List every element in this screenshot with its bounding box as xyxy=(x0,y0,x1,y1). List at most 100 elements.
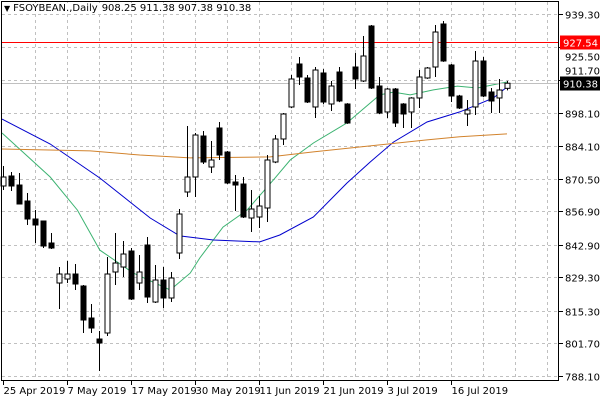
candle xyxy=(80,284,87,334)
candle-body-bear xyxy=(80,285,87,321)
y-tick-label: 842.90 xyxy=(565,242,600,253)
candle-body-bull xyxy=(384,88,391,113)
candle-body-bull xyxy=(168,277,175,299)
x-tick-label: 7 May 2019 xyxy=(68,386,127,397)
candle xyxy=(256,196,263,229)
candle-body-bear xyxy=(16,184,23,205)
symbol-timeframe: FSOYBEAN.,Daily xyxy=(13,3,98,14)
candle xyxy=(24,193,31,225)
y-tick-label: 939.30 xyxy=(565,11,600,22)
y-tick-label: 870.50 xyxy=(565,176,600,187)
candle xyxy=(328,80,335,111)
candle-body-bull xyxy=(424,67,431,79)
candle xyxy=(248,189,255,233)
candle xyxy=(152,265,159,304)
y-tick-label: 911.70 xyxy=(565,67,600,78)
candle xyxy=(32,210,39,244)
candle-body-bull xyxy=(496,89,503,99)
bid-line-label: 910.38 xyxy=(563,80,598,91)
candle-body-bull xyxy=(272,138,279,163)
candle-body-bull xyxy=(112,262,119,273)
x-tick-label: 21 Jun 2019 xyxy=(324,386,384,397)
candle xyxy=(504,80,511,91)
candle xyxy=(8,171,15,192)
ohlc-values: 908.25 911.38 907.38 910.38 xyxy=(101,3,252,14)
candle xyxy=(232,175,239,211)
candle xyxy=(392,87,399,128)
ma-slow-line xyxy=(1,133,508,159)
candle xyxy=(416,69,423,108)
candle xyxy=(88,304,95,334)
candle-body-bull xyxy=(64,273,71,280)
candle-body-bull xyxy=(184,176,191,193)
candle xyxy=(176,209,183,259)
candle-body-bear xyxy=(392,88,399,124)
candle-body-bull xyxy=(432,31,439,68)
candle xyxy=(128,248,135,301)
candle-body-bear xyxy=(296,63,303,78)
candle xyxy=(432,24,439,77)
x-tick-label: 16 Jul 2019 xyxy=(452,386,509,397)
candle xyxy=(440,20,447,62)
chart-title: ▼ FSOYBEAN.,Daily 908.25 911.38 907.38 910… xyxy=(4,3,252,14)
candle xyxy=(184,125,191,198)
candle xyxy=(424,67,431,79)
candle-body-bull xyxy=(360,55,367,82)
y-tick-label: 884.10 xyxy=(565,143,600,154)
candle xyxy=(344,103,351,124)
candle xyxy=(408,97,415,128)
candle xyxy=(448,64,455,103)
candle-body-bull xyxy=(312,69,319,108)
candle xyxy=(496,79,503,113)
candle-body-bear xyxy=(48,242,55,249)
candle xyxy=(384,87,391,119)
y-tick-label: 856.90 xyxy=(565,208,600,219)
candle xyxy=(56,267,63,310)
candle xyxy=(296,56,303,85)
candle-body-bear xyxy=(200,135,207,163)
candle-body-bull xyxy=(264,159,271,209)
candle-body-bull xyxy=(104,273,111,334)
candle xyxy=(304,75,311,103)
candle-body-bull xyxy=(56,273,63,284)
candle xyxy=(464,99,471,126)
candle-body-bull xyxy=(136,271,143,284)
candle xyxy=(360,36,367,82)
candle-body-bear xyxy=(336,71,343,102)
candle-body-bear xyxy=(304,77,311,103)
candle xyxy=(272,135,279,164)
candle xyxy=(288,75,295,109)
candle-body-bull xyxy=(464,109,471,115)
candle-body-bull xyxy=(152,279,159,303)
price-axis[interactable]: 939.30 925.50 911.70 898.10 884.10 870.50 856.… xyxy=(559,11,600,384)
candle-body-bear xyxy=(376,85,383,114)
candle-body-bull xyxy=(416,76,423,99)
candle xyxy=(96,331,103,372)
triangle-down-icon[interactable]: ▼ xyxy=(4,4,11,13)
candle xyxy=(280,112,287,146)
candle-body-bear xyxy=(24,200,31,220)
candle-body-bear xyxy=(352,66,359,80)
candle xyxy=(488,88,495,113)
candle xyxy=(40,220,47,249)
candle xyxy=(144,237,151,304)
candle-body-bear xyxy=(88,317,95,329)
candle-body-bull xyxy=(208,159,215,168)
candle-body-bear xyxy=(400,103,407,115)
bid-line-label-bg xyxy=(560,76,600,91)
candle xyxy=(376,76,383,115)
candle-body-bear xyxy=(32,218,39,226)
candle xyxy=(320,69,327,104)
candle xyxy=(336,67,343,103)
candle-body-bear xyxy=(344,103,351,124)
x-tick-label: 25 Apr 2019 xyxy=(4,386,66,397)
candle xyxy=(120,241,127,278)
candle-body-bear xyxy=(448,64,455,97)
candle-body-bear xyxy=(224,151,231,184)
candle-body-bull xyxy=(256,205,263,218)
candles xyxy=(0,20,511,372)
alert-line-label: 927.54 xyxy=(563,39,598,50)
candle-body-bear xyxy=(216,127,223,156)
